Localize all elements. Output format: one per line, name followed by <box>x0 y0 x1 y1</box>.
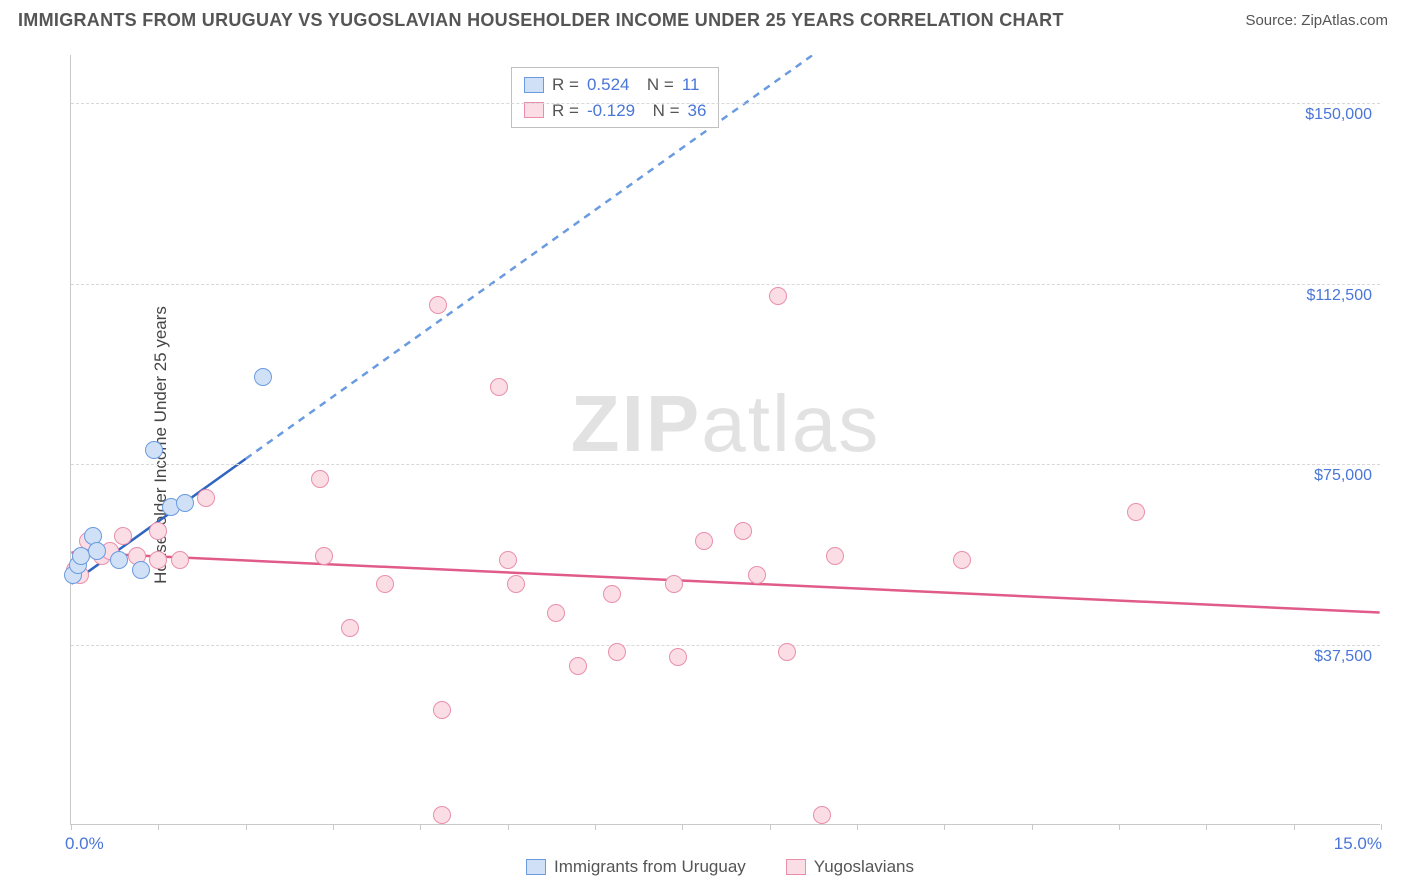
x-tick <box>508 824 509 830</box>
y-tick-label: $37,500 <box>1314 648 1372 666</box>
gridline <box>71 645 1380 646</box>
point-yugoslavians <box>433 806 451 824</box>
point-yugoslavians <box>778 643 796 661</box>
trend-lines <box>71 55 1380 824</box>
swatch-yugoslavians <box>524 102 544 118</box>
x-tick <box>420 824 421 830</box>
x-tick <box>1381 824 1382 830</box>
gridline <box>71 284 1380 285</box>
point-yugoslavians <box>311 470 329 488</box>
chart-title: IMMIGRANTS FROM URUGUAY VS YUGOSLAVIAN H… <box>18 10 1064 31</box>
gridline <box>71 103 1380 104</box>
x-tick <box>1294 824 1295 830</box>
point-yugoslavians <box>341 619 359 637</box>
point-yugoslavians <box>826 547 844 565</box>
swatch-uruguay-icon <box>526 859 546 875</box>
legend-item-yugoslavians: Yugoslavians <box>786 857 914 877</box>
point-yugoslavians <box>490 378 508 396</box>
point-yugoslavians <box>603 585 621 603</box>
point-yugoslavians <box>315 547 333 565</box>
chart-area: Householder Income Under 25 years ZIPatl… <box>50 45 1390 845</box>
point-yugoslavians <box>499 551 517 569</box>
point-yugoslavians <box>813 806 831 824</box>
stat-row-yugoslavians: R = -0.129 N = 36 <box>524 98 706 124</box>
y-tick-label: $150,000 <box>1305 106 1372 124</box>
point-yugoslavians <box>547 604 565 622</box>
y-tick-label: $75,000 <box>1314 467 1372 485</box>
point-uruguay <box>145 441 163 459</box>
point-yugoslavians <box>149 551 167 569</box>
legend-item-uruguay: Immigrants from Uruguay <box>526 857 746 877</box>
stat-row-uruguay: R = 0.524 N = 11 <box>524 72 706 98</box>
point-uruguay <box>88 542 106 560</box>
point-yugoslavians <box>114 527 132 545</box>
gridline <box>71 464 1380 465</box>
x-tick <box>944 824 945 830</box>
point-yugoslavians <box>608 643 626 661</box>
x-tick <box>857 824 858 830</box>
x-tick <box>595 824 596 830</box>
point-yugoslavians <box>507 575 525 593</box>
x-axis-label: 0.0% <box>65 834 104 854</box>
x-tick <box>158 824 159 830</box>
point-uruguay <box>176 494 194 512</box>
x-axis-label: 15.0% <box>1334 834 1382 854</box>
point-yugoslavians <box>171 551 189 569</box>
point-yugoslavians <box>769 287 787 305</box>
x-tick <box>1119 824 1120 830</box>
point-yugoslavians <box>953 551 971 569</box>
point-yugoslavians <box>569 657 587 675</box>
point-yugoslavians <box>149 522 167 540</box>
x-tick <box>770 824 771 830</box>
point-yugoslavians <box>376 575 394 593</box>
swatch-yugoslavians-icon <box>786 859 806 875</box>
point-uruguay <box>254 368 272 386</box>
y-tick-label: $112,500 <box>1306 287 1372 305</box>
point-yugoslavians <box>433 701 451 719</box>
x-tick <box>71 824 72 830</box>
point-yugoslavians <box>665 575 683 593</box>
point-yugoslavians <box>669 648 687 666</box>
x-tick <box>682 824 683 830</box>
plot-region: ZIPatlas R = 0.524 N = 11 R = -0.129 N =… <box>70 55 1380 825</box>
point-yugoslavians <box>429 296 447 314</box>
x-tick <box>246 824 247 830</box>
point-yugoslavians <box>1127 503 1145 521</box>
source-label: Source: ZipAtlas.com <box>1245 12 1388 29</box>
point-yugoslavians <box>734 522 752 540</box>
x-tick <box>1032 824 1033 830</box>
x-tick <box>333 824 334 830</box>
point-yugoslavians <box>197 489 215 507</box>
point-yugoslavians <box>695 532 713 550</box>
correlation-stats: R = 0.524 N = 11 R = -0.129 N = 36 <box>511 67 719 128</box>
legend: Immigrants from Uruguay Yugoslavians <box>50 857 1390 877</box>
x-tick <box>1206 824 1207 830</box>
point-yugoslavians <box>748 566 766 584</box>
point-uruguay <box>110 551 128 569</box>
point-uruguay <box>132 561 150 579</box>
swatch-uruguay <box>524 77 544 93</box>
watermark: ZIPatlas <box>571 378 880 470</box>
